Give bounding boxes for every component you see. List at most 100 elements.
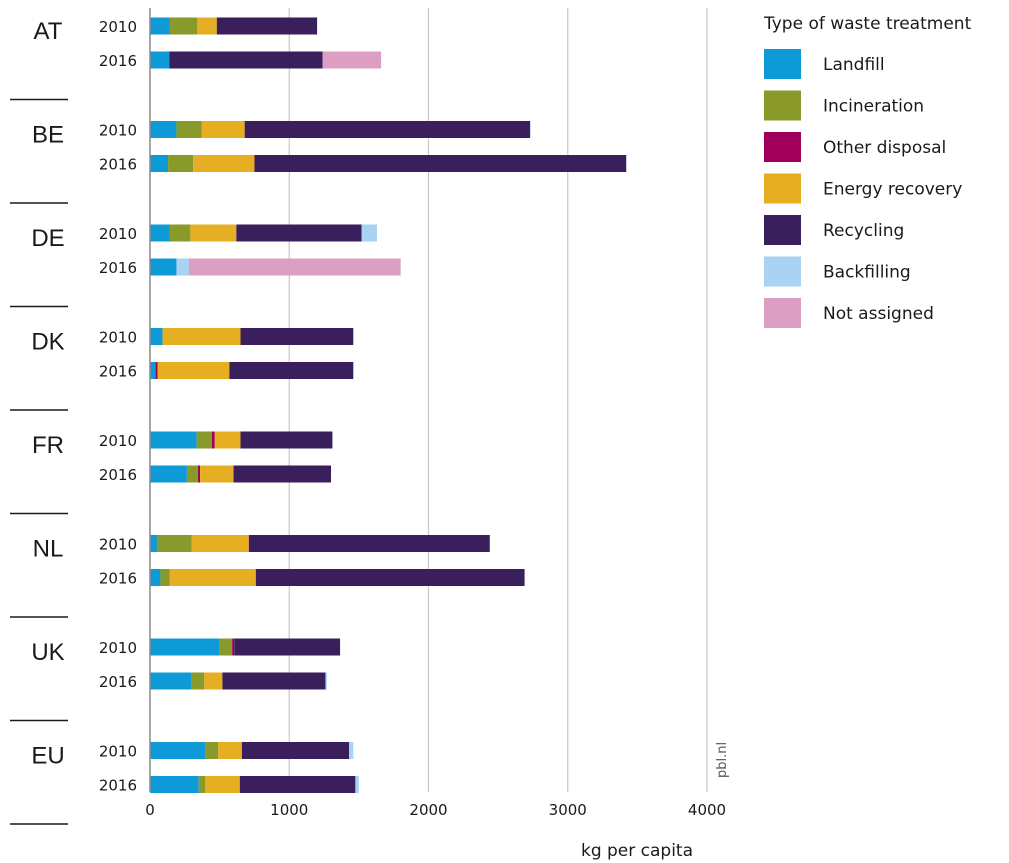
bar-segment-be-2010-landfill [150, 121, 177, 138]
bar-segment-uk-2010-incineration [219, 638, 233, 656]
bar-segment-de-2010-backfilling [361, 224, 377, 242]
bar-segment-eu-2010-backfilling [349, 742, 354, 759]
year-label-be-2016: 2016 [99, 156, 137, 174]
bar-segment-dk-2016-other-disposal [155, 362, 158, 379]
bar-segment-dk-2016-landfill [150, 362, 156, 379]
bar-segment-eu-2016-energy-recovery [205, 776, 240, 793]
bar-segment-nl-2010-energy-recovery [191, 535, 249, 552]
legend-label-energy-recovery: Energy recovery [823, 180, 962, 200]
bar-segment-uk-2016-recycling [222, 672, 326, 690]
bar-segment-fr-2010-energy-recovery [214, 431, 241, 449]
bar-segment-be-2010-energy-recovery [201, 121, 245, 138]
year-label-be-2010: 2010 [99, 122, 137, 140]
year-label-uk-2016: 2016 [99, 673, 137, 691]
bar-segment-at-2010-landfill [150, 17, 170, 35]
country-separators [10, 98, 68, 825]
legend-swatch-other-disposal [764, 132, 801, 162]
legend-label-other-disposal: Other disposal [823, 138, 946, 158]
bar-segment-nl-2010-recycling [248, 535, 490, 552]
legend-swatch-not-assigned [764, 298, 801, 328]
bar-segment-eu-2010-incineration [205, 742, 219, 759]
year-label-dk-2010: 2010 [99, 329, 137, 347]
year-label-de-2016: 2016 [99, 259, 137, 277]
bar-segment-eu-2016-backfilling [355, 776, 359, 793]
bar-segment-nl-2016-incineration [160, 569, 170, 586]
bar-segment-fr-2016-incineration [186, 465, 199, 483]
bar-segment-be-2010-incineration [176, 121, 202, 138]
row-labels: AT 2010 2016 BE 2010 2016 DE 2010 2016 DK 2010 2016… [31, 18, 137, 795]
bar-segment-de-2010-energy-recovery [190, 224, 237, 242]
year-label-eu-2010: 2010 [99, 743, 137, 761]
x-tick-label-0: 0 [145, 801, 155, 819]
country-label-de: DE [31, 225, 64, 252]
bar-segment-fr-2016-other-disposal [198, 465, 201, 483]
bar-segment-nl-2016-energy-recovery [169, 569, 256, 586]
legend-swatch-recycling [764, 215, 801, 245]
bar-segment-dk-2016-energy-recovery [157, 362, 230, 379]
legend-swatch-energy-recovery [764, 173, 801, 204]
legend-label-landfill: Landfill [823, 55, 885, 75]
country-label-fr: FR [32, 432, 64, 459]
year-label-de-2010: 2010 [99, 225, 137, 243]
bar-segment-nl-2010-landfill [150, 535, 157, 552]
bar-segment-eu-2016-incineration [198, 776, 206, 793]
country-label-uk: UK [31, 639, 64, 666]
legend-swatch-incineration [764, 90, 801, 121]
x-tick-label-1000: 1000 [270, 801, 308, 819]
bar-segment-de-2016-backfilling [176, 258, 189, 276]
bar-segment-uk-2010-other-disposal [232, 638, 235, 656]
bar-segment-fr-2010-recycling [240, 431, 333, 449]
bar-segment-at-2010-incineration [169, 17, 198, 35]
legend-swatch-landfill [764, 49, 801, 79]
legend: Type of waste treatment Landfill Incinera… [763, 14, 972, 328]
bar-segment-fr-2016-recycling [233, 465, 332, 483]
bar-segment-eu-2010-landfill [150, 742, 206, 759]
bar-segment-at-2016-not-assigned [322, 51, 382, 69]
bar-segment-dk-2010-energy-recovery [162, 328, 241, 345]
legend-label-incineration: Incineration [823, 97, 924, 117]
bar-segment-de-2016-landfill [150, 258, 177, 276]
bar-segment-fr-2016-energy-recovery [200, 465, 234, 483]
bar-segment-be-2016-landfill [150, 155, 169, 172]
legend-swatch-backfilling [764, 256, 801, 287]
bar-segment-uk-2016-landfill [150, 672, 192, 690]
bars [150, 17, 627, 793]
bar-segment-be-2016-energy-recovery [193, 155, 255, 172]
bar-segment-de-2010-incineration [169, 224, 191, 242]
country-label-dk: DK [31, 329, 64, 356]
bar-segment-uk-2016-incineration [191, 672, 205, 690]
gridlines [288, 8, 708, 792]
year-label-fr-2010: 2010 [99, 432, 137, 450]
country-label-eu: EU [31, 743, 64, 770]
year-label-nl-2016: 2016 [99, 570, 137, 588]
bar-segment-de-2010-landfill [150, 224, 170, 242]
x-axis-title: kg per capita [581, 841, 693, 861]
bar-segment-uk-2016-energy-recovery [204, 672, 223, 690]
legend-title: Type of waste treatment [763, 14, 972, 34]
year-label-eu-2016: 2016 [99, 777, 137, 795]
bar-segment-uk-2010-landfill [150, 638, 220, 656]
bar-segment-be-2016-incineration [168, 155, 194, 172]
bar-segment-uk-2016-backfilling [325, 672, 327, 690]
legend-label-not-assigned: Not assigned [823, 304, 934, 324]
bar-segment-fr-2010-incineration [196, 431, 212, 449]
bar-segment-be-2010-recycling [244, 121, 531, 138]
bar-segment-fr-2010-landfill [150, 431, 197, 449]
year-label-uk-2010: 2010 [99, 639, 137, 657]
bar-segment-nl-2010-incineration [156, 535, 192, 552]
bar-segment-at-2016-landfill [150, 51, 170, 69]
bar-segment-dk-2010-recycling [240, 328, 354, 345]
x-tick-labels: 0 1000 2000 3000 4000 [145, 801, 726, 819]
bar-segment-eu-2010-energy-recovery [218, 742, 242, 759]
year-label-dk-2016: 2016 [99, 363, 137, 381]
country-label-nl: NL [33, 536, 64, 563]
bar-segment-eu-2016-recycling [239, 776, 356, 793]
bar-segment-at-2010-energy-recovery [197, 17, 217, 35]
x-tick-label-2000: 2000 [409, 801, 447, 819]
bar-segment-at-2016-recycling [169, 51, 323, 69]
bar-segment-at-2010-recycling [216, 17, 318, 35]
legend-label-recycling: Recycling [823, 221, 904, 241]
bar-segment-de-2016-not-assigned [188, 258, 401, 276]
bar-segment-de-2010-recycling [236, 224, 362, 242]
